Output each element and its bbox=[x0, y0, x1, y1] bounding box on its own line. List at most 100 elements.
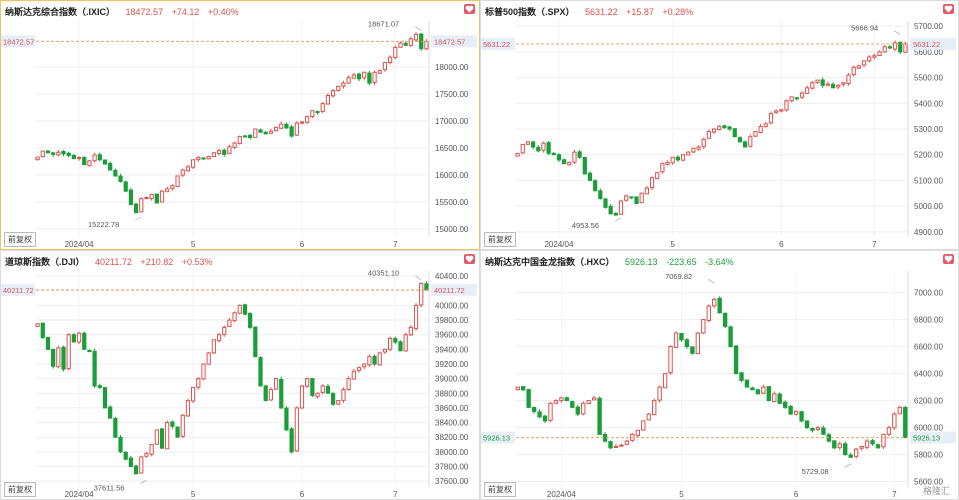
y-tick-label: 39800.00 bbox=[435, 316, 469, 325]
favorite-heart-icon[interactable] bbox=[943, 4, 954, 14]
annotation-label: 18671.07 bbox=[368, 20, 399, 29]
y-tick-label: 40400.00 bbox=[435, 272, 469, 281]
candle-body bbox=[336, 400, 341, 405]
y-tick-label: 16500.00 bbox=[435, 144, 469, 153]
candle-body bbox=[362, 363, 367, 368]
favorite-heart-icon[interactable] bbox=[943, 254, 954, 264]
candle-body bbox=[330, 90, 336, 97]
current-price-text-right: 18472.57 bbox=[434, 37, 465, 46]
candle-body bbox=[635, 429, 641, 436]
candle-body bbox=[768, 113, 774, 124]
annotation-label: 4953.56 bbox=[572, 221, 599, 230]
panel-dji[interactable]: 道琼斯指数（.DJI） 40211.72 +210.82 +0.53% 4040… bbox=[0, 250, 480, 500]
candle-body bbox=[556, 154, 562, 161]
index-price: 40211.72 bbox=[95, 257, 132, 267]
candle-body bbox=[820, 79, 825, 86]
favorite-heart-icon[interactable] bbox=[464, 254, 475, 264]
index-pct: +0.53% bbox=[181, 257, 213, 267]
candle-body bbox=[123, 451, 128, 460]
candle-body bbox=[575, 406, 580, 415]
candle-body bbox=[755, 389, 761, 395]
candle-body bbox=[149, 444, 154, 455]
candle-body bbox=[170, 185, 175, 189]
panel-ixic[interactable]: 纳斯达克综合指数（.IXIC） 18472.57 +74.12 +0.40% 1… bbox=[0, 0, 480, 250]
candle-body bbox=[299, 121, 305, 124]
price-adjust-button[interactable]: 前复权 bbox=[4, 232, 36, 247]
y-tick-label: 5700.00 bbox=[914, 22, 943, 31]
candle-body bbox=[679, 332, 684, 341]
candle-body bbox=[139, 456, 144, 474]
candle-body bbox=[717, 297, 722, 314]
candle-body bbox=[619, 444, 624, 447]
candlestick-chart: 40400.0040200.0040000.0039800.0039600.00… bbox=[1, 269, 477, 499]
panel-hxc[interactable]: 纳斯达克中国金龙指数（.HXC） 5926.13 -223.65 -3.64% … bbox=[480, 250, 959, 500]
candle-body bbox=[546, 142, 551, 154]
index-change: +210.82 bbox=[140, 257, 174, 267]
candle-body bbox=[170, 421, 175, 427]
current-price-label-left bbox=[481, 431, 515, 444]
candle-body bbox=[222, 149, 227, 155]
candle-body bbox=[253, 326, 258, 358]
candle-body bbox=[861, 60, 867, 66]
candle-body bbox=[892, 413, 897, 429]
candlestick-chart: 5700.00 5600.00 5500.00 5400.00 5300.00 5200.… bbox=[481, 21, 956, 249]
candle-body bbox=[211, 152, 216, 157]
price-adjust-button[interactable]: 前复权 bbox=[4, 482, 36, 497]
candle-body bbox=[35, 323, 40, 327]
candle-body bbox=[175, 426, 180, 438]
y-tick-label: 39200.00 bbox=[435, 360, 469, 369]
candle-body bbox=[305, 378, 310, 387]
candle-body bbox=[294, 122, 299, 136]
candle-body bbox=[325, 95, 331, 105]
annotation-label: 37611.56 bbox=[94, 483, 125, 492]
candle-body bbox=[76, 157, 82, 160]
candle-body bbox=[530, 141, 536, 148]
candle-body bbox=[673, 332, 679, 348]
favorite-heart-icon[interactable] bbox=[464, 4, 475, 14]
candle-body bbox=[40, 150, 45, 158]
annotation-leader bbox=[614, 217, 622, 222]
candle-body bbox=[284, 407, 289, 431]
candle-body bbox=[793, 410, 799, 415]
candle-body bbox=[753, 131, 758, 137]
candle-body bbox=[805, 87, 810, 94]
candle-body bbox=[639, 192, 644, 204]
candle-body bbox=[727, 126, 732, 130]
index-price: 5926.13 bbox=[625, 257, 658, 267]
candle-body bbox=[837, 443, 842, 449]
candle-body bbox=[289, 126, 294, 137]
candle-body bbox=[810, 428, 815, 431]
candle-body bbox=[403, 334, 408, 352]
current-price-text-right: 5926.13 bbox=[913, 434, 940, 443]
candle-body bbox=[139, 198, 144, 213]
panel-header: 纳斯达克中国金龙指数（.HXC） 5926.13 -223.65 -3.64% bbox=[485, 255, 740, 268]
candle-body bbox=[680, 154, 686, 161]
candle-body bbox=[201, 157, 206, 160]
candle-body bbox=[851, 66, 856, 76]
candle-body bbox=[821, 427, 826, 435]
price-adjust-button[interactable]: 前复权 bbox=[484, 482, 516, 497]
index-price: 5631.22 bbox=[585, 7, 618, 17]
candle-body bbox=[108, 406, 113, 419]
candle-body bbox=[799, 411, 804, 422]
current-price-text-left: 5926.13 bbox=[483, 434, 510, 443]
candle-body bbox=[248, 312, 253, 328]
candle-body bbox=[526, 389, 531, 408]
x-tick-label: 7 bbox=[892, 490, 897, 499]
annotation-leader bbox=[708, 278, 715, 284]
candle-body bbox=[362, 71, 367, 79]
candle-body bbox=[613, 446, 619, 448]
y-tick-label: 38400.00 bbox=[435, 419, 469, 428]
candle-body bbox=[133, 465, 139, 475]
price-adjust-button[interactable]: 前复权 bbox=[484, 232, 516, 247]
candle-body bbox=[841, 82, 846, 85]
y-tick-label: 5400.00 bbox=[914, 99, 943, 108]
current-price-text-left: 40211.72 bbox=[3, 286, 34, 295]
candle-body bbox=[144, 452, 149, 457]
panel-header: 道琼斯指数（.DJI） 40211.72 +210.82 +0.53% bbox=[5, 255, 219, 268]
current-price-label-right bbox=[910, 37, 956, 50]
candle-body bbox=[903, 43, 908, 53]
panel-spx[interactable]: 标普500指数（.SPX） 5631.22 +15.87 +0.28% 5700… bbox=[480, 0, 959, 250]
candle-body bbox=[341, 389, 346, 401]
candle-body bbox=[743, 141, 748, 148]
